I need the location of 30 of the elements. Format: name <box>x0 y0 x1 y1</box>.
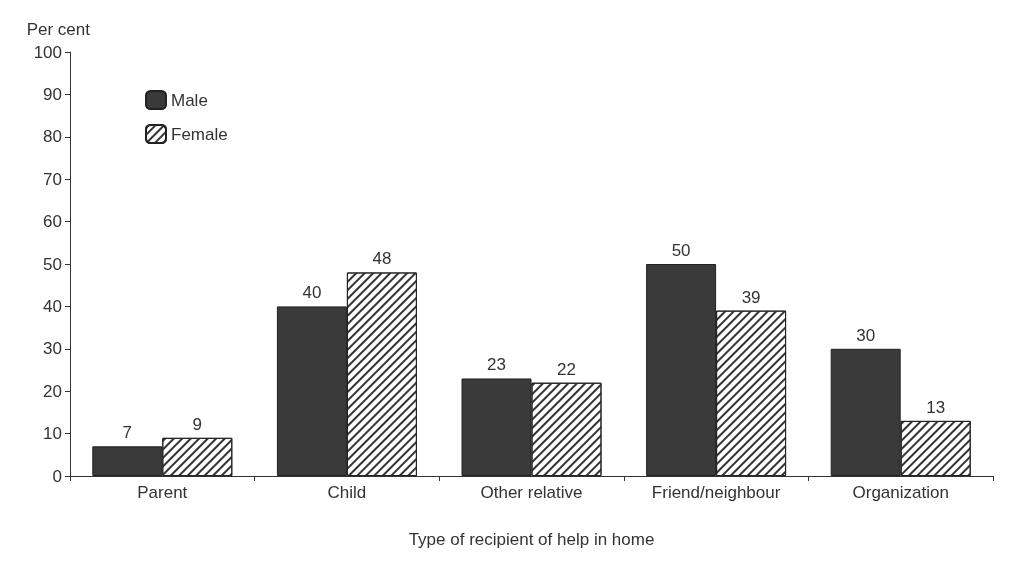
x-tick-label: Child <box>327 483 367 502</box>
data-label: 13 <box>926 397 946 417</box>
y-tick-label: 100 <box>33 42 62 62</box>
y-tick-label: 80 <box>43 127 62 147</box>
data-label: 40 <box>302 283 322 303</box>
y-tick-label: 70 <box>43 169 62 189</box>
data-label: 48 <box>372 249 392 269</box>
x-tick-label: Parent <box>137 483 188 502</box>
y-tick-label: 30 <box>43 339 62 359</box>
x-tick-label: Other relative <box>480 483 583 502</box>
data-label: 50 <box>671 241 691 260</box>
x-axis-title: Type of recipient of help in home <box>408 530 655 549</box>
data-label: 22 <box>557 359 576 379</box>
legend-label: Female <box>171 124 228 144</box>
y-tick-label: 0 <box>52 466 62 486</box>
x-tick-label: Friend/neighbour <box>651 483 781 502</box>
y-tick-label: 50 <box>43 254 62 274</box>
x-tick-label: Organization <box>852 483 949 502</box>
y-tick-label: 40 <box>43 296 62 316</box>
data-label: 7 <box>122 423 133 443</box>
y-tick-label: 10 <box>43 424 62 444</box>
data-label: 9 <box>192 414 203 434</box>
y-tick-label: 20 <box>43 381 62 401</box>
y-tick-label: 60 <box>43 212 62 232</box>
data-label: 39 <box>741 287 761 307</box>
legend-label: Male <box>171 90 208 110</box>
y-axis-title: Per cent <box>26 20 91 39</box>
data-label: 23 <box>487 355 506 375</box>
data-label: 30 <box>856 325 876 345</box>
y-tick-label: 90 <box>43 84 62 104</box>
